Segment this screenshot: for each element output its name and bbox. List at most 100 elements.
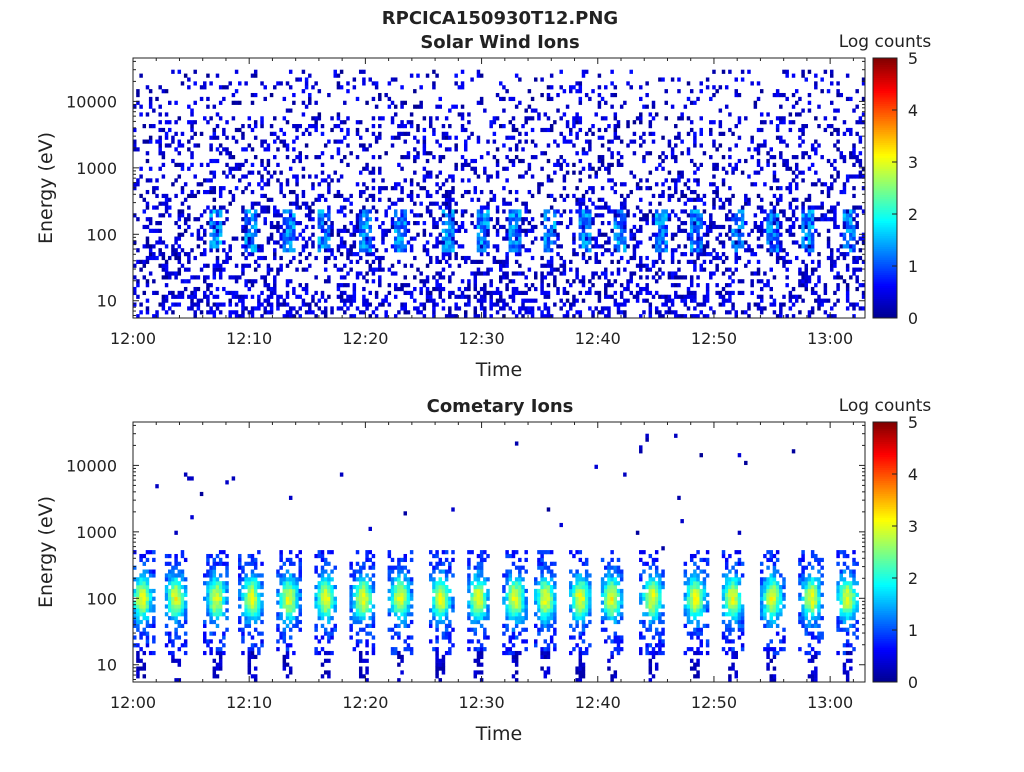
heatmap-cell [260, 581, 263, 585]
heatmap-cell [684, 105, 687, 109]
heatmap-cell [286, 283, 289, 287]
heatmap-cell [454, 143, 457, 147]
heatmap-cell [244, 624, 247, 628]
heatmap-cell [680, 174, 683, 178]
heatmap-cell [442, 229, 445, 233]
heatmap-cell [598, 128, 601, 132]
heatmap-cell [626, 287, 629, 291]
heatmap-cell [709, 97, 712, 101]
heatmap-cell [260, 178, 263, 182]
heatmap-cell [397, 198, 400, 202]
heatmap-cell [770, 209, 773, 213]
heatmap-cell [579, 237, 582, 241]
heatmap-cell [178, 256, 181, 260]
heatmap-cell [228, 291, 231, 295]
heatmap-cell [693, 140, 696, 144]
heatmap-cell [483, 295, 486, 299]
heatmap-cell [833, 264, 836, 268]
heatmap-cell [544, 151, 547, 155]
heatmap-cell [219, 651, 222, 655]
heatmap-cell [146, 597, 149, 601]
heatmap-cell [671, 271, 674, 275]
heatmap-cell [174, 601, 177, 605]
heatmap-cell [563, 268, 566, 272]
heatmap-cell [623, 198, 626, 202]
heatmap-cell [579, 291, 582, 295]
heatmap-cell [439, 260, 442, 264]
heatmap-cell [369, 264, 372, 268]
heatmap-cell [852, 174, 855, 178]
heatmap-cell [820, 213, 823, 217]
heatmap-cell [146, 205, 149, 209]
heatmap-cell [474, 283, 477, 287]
heatmap-cell [709, 260, 712, 264]
heatmap-cell [824, 70, 827, 74]
heatmap-cell [289, 604, 292, 608]
heatmap-cell [178, 237, 181, 241]
heatmap-cell [700, 264, 703, 268]
heatmap-cell [362, 147, 365, 151]
heatmap-cell [435, 256, 438, 260]
heatmap-cell [279, 550, 282, 554]
heatmap-cell [203, 279, 206, 283]
heatmap-cell [416, 140, 419, 144]
heatmap-cell [531, 109, 534, 113]
heatmap-cell [763, 143, 766, 147]
heatmap-cell [337, 74, 340, 78]
heatmap-cell [649, 202, 652, 206]
heatmap-cell [483, 306, 486, 310]
heatmap-cell [213, 620, 216, 624]
heatmap-cell [413, 136, 416, 140]
heatmap-cell [728, 229, 731, 233]
heatmap-cell [680, 151, 683, 155]
heatmap-cell [216, 608, 219, 612]
heatmap-cell [801, 128, 804, 132]
heatmap-cell [827, 240, 830, 244]
heatmap-cell [400, 124, 403, 128]
heatmap-cell [136, 620, 139, 624]
heatmap-cell [238, 295, 241, 299]
heatmap-cell [410, 178, 413, 182]
heatmap-cell [661, 159, 664, 163]
heatmap-cell [340, 252, 343, 256]
heatmap-cell [289, 635, 292, 639]
heatmap-cell [693, 225, 696, 229]
heatmap-cell [642, 132, 645, 136]
heatmap-cell [601, 213, 604, 217]
heatmap-cell [642, 299, 645, 303]
heatmap-cell [789, 205, 792, 209]
heatmap-cell [260, 120, 263, 124]
heatmap-cell [228, 81, 231, 85]
heatmap-cell [289, 573, 292, 577]
heatmap-cell [321, 163, 324, 167]
heatmap-cell [228, 302, 231, 306]
heatmap-cell [219, 655, 222, 659]
heatmap-cell [232, 155, 235, 159]
heatmap-cell [292, 597, 295, 601]
heatmap-cell [292, 124, 295, 128]
heatmap-cell [213, 302, 216, 306]
heatmap-cell [174, 604, 177, 608]
heatmap-cell [693, 299, 696, 303]
heatmap-cell [270, 198, 273, 202]
heatmap-cell [149, 597, 152, 601]
heatmap-cell [295, 601, 298, 605]
heatmap-cell [260, 601, 263, 605]
heatmap-cell [805, 268, 808, 272]
heatmap-cell [311, 186, 314, 190]
heatmap-cell [502, 198, 505, 202]
heatmap-cell [486, 233, 489, 237]
heatmap-cell [181, 264, 184, 268]
heatmap-cell [690, 295, 693, 299]
heatmap-cell [139, 666, 142, 670]
heatmap-cell [700, 198, 703, 202]
heatmap-cell [155, 256, 158, 260]
heatmap-cell [661, 295, 664, 299]
heatmap-cell [572, 299, 575, 303]
heatmap-cell [582, 225, 585, 229]
heatmap-cell [213, 229, 216, 233]
heatmap-cell [158, 112, 161, 116]
heatmap-cell [442, 202, 445, 206]
heatmap-cell [709, 275, 712, 279]
heatmap-cell [299, 612, 302, 616]
